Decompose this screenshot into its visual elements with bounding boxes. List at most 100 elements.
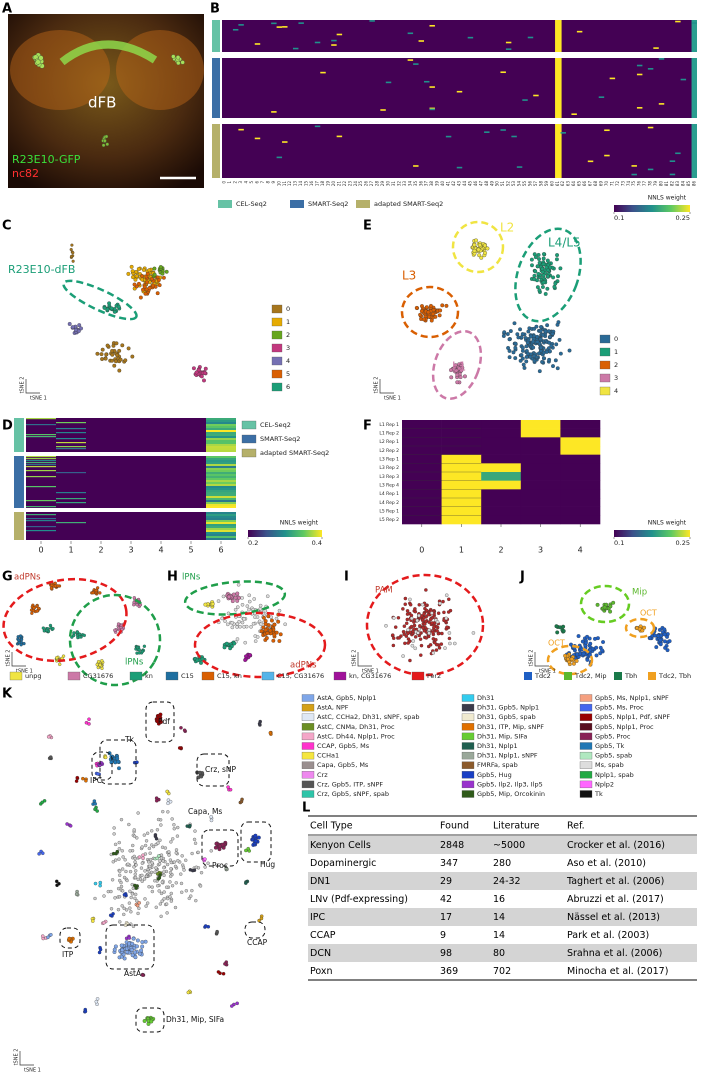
row-label: L3 Rep 3 bbox=[379, 474, 399, 480]
cell-dot bbox=[539, 345, 543, 350]
cell-dot bbox=[75, 775, 80, 780]
heatmap-cell bbox=[26, 436, 56, 438]
cell-dot bbox=[532, 273, 537, 278]
cluster-outline bbox=[400, 285, 460, 339]
heatmap-cell bbox=[56, 438, 86, 440]
legend-label: CCAP, Gpb5, Ms bbox=[317, 742, 370, 750]
cell-dot bbox=[19, 643, 23, 647]
cell-dot bbox=[432, 625, 436, 630]
cell-dot bbox=[462, 374, 467, 379]
cell-dot bbox=[413, 635, 418, 639]
x-tick-label: 52 bbox=[506, 181, 511, 187]
cell-dot bbox=[532, 277, 537, 282]
cell-dot bbox=[122, 893, 127, 897]
cell-dot bbox=[513, 345, 518, 350]
cell-dot bbox=[50, 583, 54, 588]
cluster-box bbox=[196, 753, 230, 787]
legend-label: Tdc2, Tbh bbox=[658, 672, 691, 680]
cell-dot bbox=[142, 833, 146, 837]
legend-label: AstA, NPF bbox=[317, 704, 349, 712]
cell-dot bbox=[190, 851, 194, 856]
cell-dot bbox=[145, 271, 150, 276]
heatmap-cell bbox=[576, 30, 583, 33]
table-cell: ~5000 bbox=[493, 840, 525, 851]
cell-dot bbox=[507, 337, 512, 342]
cell-dot bbox=[428, 617, 433, 622]
cell-dot bbox=[403, 596, 408, 601]
table-cell: Aso et al. (2010) bbox=[567, 858, 646, 869]
heatmap-cell bbox=[26, 518, 56, 520]
cell-dot bbox=[535, 285, 540, 290]
legend-swatch bbox=[579, 732, 593, 741]
cell-dot bbox=[558, 351, 563, 356]
cell-dot bbox=[132, 865, 136, 869]
heatmap-cell bbox=[522, 99, 528, 101]
cell-dot bbox=[567, 660, 572, 664]
heatmap-cell bbox=[500, 129, 506, 131]
table-cell: 347 bbox=[440, 858, 458, 869]
cell-dot bbox=[143, 291, 148, 296]
cell-dot bbox=[100, 357, 105, 361]
cell-dot bbox=[228, 787, 233, 792]
heatmap-cell bbox=[26, 476, 56, 478]
cell-dot bbox=[98, 883, 102, 888]
cell-dot bbox=[408, 602, 413, 607]
cell-dot bbox=[226, 594, 231, 599]
cell-dot bbox=[424, 305, 429, 310]
cell-dot bbox=[134, 274, 139, 279]
legend-label: adapted SMART-Seq2 bbox=[374, 200, 443, 208]
cell-dot bbox=[240, 603, 245, 607]
cell-dot bbox=[174, 851, 178, 855]
legend-label: Gpb5, Tk bbox=[595, 742, 625, 750]
cell-dot bbox=[261, 625, 266, 630]
colorbar-tick-label: 0.4 bbox=[312, 539, 322, 547]
x-tick-label: 20 bbox=[331, 181, 336, 187]
x-tick-label: 33 bbox=[402, 181, 407, 187]
cell-dot bbox=[115, 353, 120, 358]
cell-dot bbox=[122, 956, 127, 961]
heatmap-cell bbox=[647, 126, 654, 129]
cell-dot bbox=[155, 828, 160, 832]
cell-dot bbox=[46, 935, 50, 940]
legend-label: Dh31, Mip, SIFa bbox=[477, 732, 527, 740]
x-tick-label: 5 bbox=[188, 546, 193, 555]
heatmap-column bbox=[555, 58, 562, 118]
cell-dot bbox=[418, 312, 423, 317]
cell-dot bbox=[117, 895, 122, 899]
cell-dot bbox=[611, 600, 616, 605]
cell-dot bbox=[127, 901, 132, 905]
cell-dot bbox=[142, 284, 147, 289]
x-tick-label: 21 bbox=[336, 181, 341, 187]
cell-dot bbox=[188, 868, 193, 872]
legend-swatch bbox=[218, 200, 232, 208]
cell-dot bbox=[259, 916, 264, 921]
x-tick-label: 10 bbox=[276, 181, 281, 187]
x-tick-label: 42 bbox=[451, 181, 456, 187]
cell-dot bbox=[121, 855, 125, 859]
heatmap-cell bbox=[206, 536, 236, 538]
cell-dot bbox=[72, 631, 76, 635]
table-cell: Crocker et al. (2016) bbox=[567, 840, 665, 851]
cell-dot bbox=[142, 1019, 147, 1023]
cell-dot bbox=[83, 1009, 88, 1014]
cell-dot bbox=[209, 818, 214, 823]
cell-dot bbox=[505, 332, 510, 337]
heatmap-cell bbox=[445, 135, 452, 138]
legend-swatch bbox=[579, 723, 593, 731]
heatmap-cell bbox=[369, 20, 375, 22]
cell-dot bbox=[472, 248, 477, 253]
cell-dot bbox=[172, 860, 177, 864]
x-tick-label: 35 bbox=[413, 181, 418, 187]
heatmap-cell bbox=[206, 424, 236, 426]
cell-dot bbox=[136, 811, 140, 815]
cell-dot bbox=[255, 635, 260, 639]
cell-dot bbox=[137, 906, 141, 910]
legend-label: 3 bbox=[286, 344, 290, 352]
cell-dot bbox=[537, 369, 542, 374]
heatmap-cell bbox=[26, 458, 56, 460]
cell-dot bbox=[530, 263, 534, 268]
cell-dot bbox=[53, 584, 58, 588]
cell-dot bbox=[126, 271, 131, 276]
legend-swatch bbox=[614, 672, 622, 680]
cell-dot bbox=[258, 607, 263, 611]
